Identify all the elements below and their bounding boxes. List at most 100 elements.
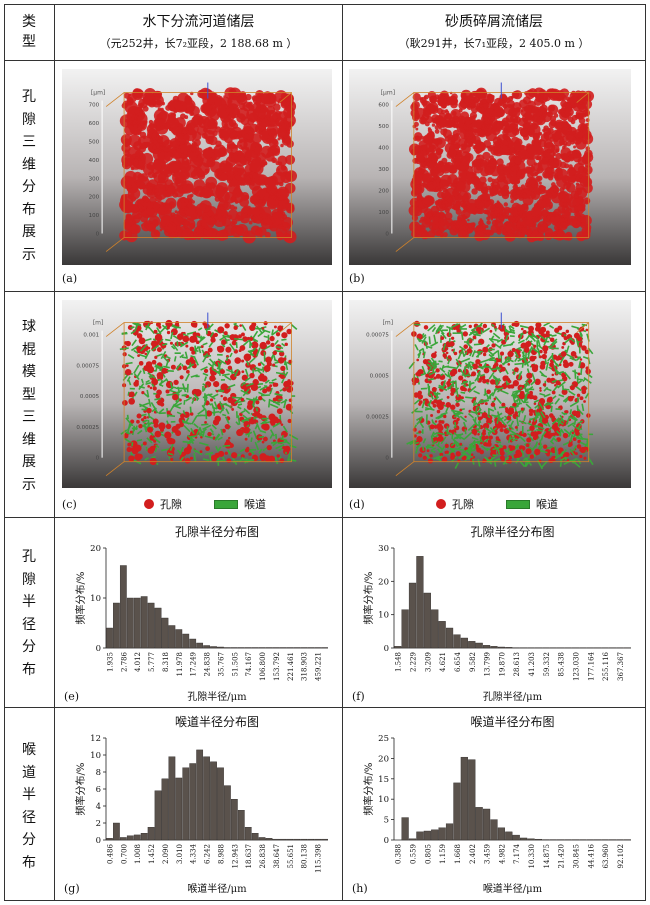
x-tick-label: 2.402: [469, 844, 477, 864]
scale-tick-label: 400: [378, 146, 389, 152]
scale-axis: [m] 0.001 0.00075 0.0005 0.00025 0: [76, 320, 103, 462]
histogram-bar: [453, 782, 461, 841]
scale-tick-label: 0.00025: [76, 425, 99, 431]
histogram-bar: [286, 838, 294, 841]
x-tick-label: 74.167: [245, 652, 253, 677]
chart-axes: [393, 738, 631, 841]
histogram-bar: [490, 819, 498, 841]
histogram-bar: [520, 837, 528, 841]
histogram-bar: [147, 827, 155, 841]
x-tick-label: 0.805: [424, 844, 432, 864]
histogram-bar: [423, 592, 431, 649]
histogram-bar: [182, 767, 190, 841]
x-tick-label: 35.767: [217, 652, 225, 677]
histogram-bar: [251, 832, 259, 841]
scale-tick-label: 100: [378, 210, 389, 216]
x-tick-label: 3.010: [176, 844, 184, 864]
histogram-bar: [113, 602, 120, 649]
x-tick-label: 19.870: [498, 652, 506, 677]
pore-cloud: [119, 87, 298, 244]
histogram-bar: [154, 790, 162, 841]
y-tick-label: 8: [96, 768, 101, 778]
y-axis-label: 频率分布/%: [74, 572, 87, 625]
histogram-bar: [140, 832, 148, 841]
histogram-bar: [482, 645, 491, 649]
histogram-bar: [505, 647, 513, 649]
scale-unit: [m]: [383, 320, 394, 327]
histogram-bar: [161, 617, 169, 649]
histogram-bar: [321, 838, 328, 841]
scale-tick-label: 300: [89, 176, 100, 182]
x-axis-label: 喉道半径/μm: [483, 882, 543, 895]
y-tick-label: 20: [90, 544, 101, 554]
histogram-bar: [445, 823, 454, 841]
histogram-bar: [314, 838, 321, 841]
table-divider: [4, 517, 646, 518]
scale-tick-label: 0.00025: [366, 415, 389, 421]
histogram-bar: [133, 834, 141, 841]
x-tick-label: 3.209: [424, 652, 432, 672]
throat-legend-label: 喉道: [244, 498, 266, 511]
histogram-bar: [224, 785, 231, 841]
panel-tag-b: (b): [349, 272, 365, 285]
throat-legend-swatch: [214, 499, 238, 509]
histogram-bar: [258, 837, 266, 841]
x-tick-label: 12.943: [231, 844, 239, 869]
x-tick-label: 10.330: [528, 844, 536, 869]
histogram-bar: [293, 838, 301, 841]
histogram-bar: [196, 642, 204, 649]
x-tick-label: 7.174: [513, 843, 521, 864]
histogram-bar: [203, 756, 210, 841]
legend-c: 孔隙 喉道: [144, 496, 266, 512]
histogram-bar: [527, 838, 535, 841]
x-tick-label: 63.960: [602, 844, 610, 869]
histogram-bar: [189, 638, 197, 649]
scale-tick-label: 0: [96, 232, 100, 238]
histogram-bar: [475, 642, 483, 649]
histogram-bar: [512, 834, 520, 841]
x-tick-label: 51.505: [231, 652, 239, 677]
x-tick-label: 1.159: [439, 844, 447, 864]
ball-stick-network: [119, 319, 299, 466]
histogram-bar: [438, 827, 446, 841]
histogram-bar: [161, 778, 169, 841]
x-tick-label: 4.012: [134, 652, 142, 672]
panel-tag: (h): [352, 882, 368, 895]
chart-title: 孔隙半径分布图: [470, 525, 554, 539]
histogram-bar: [408, 838, 417, 841]
y-tick-label: 15: [378, 775, 389, 785]
histogram-bar: [196, 749, 204, 841]
scale-tick-label: 200: [378, 189, 389, 195]
x-tick-label: 21.420: [558, 844, 566, 869]
figure-table: 类型 水下分流河道储层 （元252井，长7₂亚段，2 188.68 m ） 砂质…: [4, 4, 646, 901]
histogram-bar: [140, 596, 148, 649]
x-tick-label: 367.367: [617, 652, 625, 681]
scale-unit: [μm]: [91, 90, 105, 97]
table-divider: [342, 4, 343, 901]
x-tick-label: 4.982: [498, 844, 506, 864]
y-tick-label: 2: [96, 819, 101, 829]
histogram-bar: [534, 838, 543, 841]
histogram-bar: [119, 837, 127, 841]
histogram-bar: [182, 633, 190, 649]
histogram-bar: [482, 808, 491, 841]
x-tick-label: 13.799: [484, 652, 492, 677]
histogram-bar: [272, 838, 280, 841]
chart-title: 喉道半径分布图: [175, 715, 259, 729]
histogram-bar: [293, 647, 301, 649]
scale-tick-label: 700: [89, 103, 100, 109]
type-header: 类型: [22, 14, 36, 50]
x-tick-label: 2.229: [410, 652, 418, 672]
histogram-bar: [168, 756, 176, 841]
histogram-bar: [497, 646, 505, 649]
x-tick-label: 1.548: [395, 652, 403, 672]
histogram-bar: [230, 647, 238, 649]
histogram-bar: [490, 646, 498, 649]
histogram-bar: [224, 647, 231, 649]
pore-radius-histogram-f: 孔隙半径分布图 0 10 20 30 1.548 2.229 3.209 4.621 6.654 9…: [352, 525, 631, 703]
x-tick-label: 59.332: [543, 652, 551, 677]
histogram-bar: [113, 822, 120, 841]
table-border-bottom: [4, 900, 646, 901]
row-label-pore-3d: 孔隙三维分布展示: [22, 89, 36, 263]
y-axis-label: 频率分布/%: [362, 763, 375, 816]
